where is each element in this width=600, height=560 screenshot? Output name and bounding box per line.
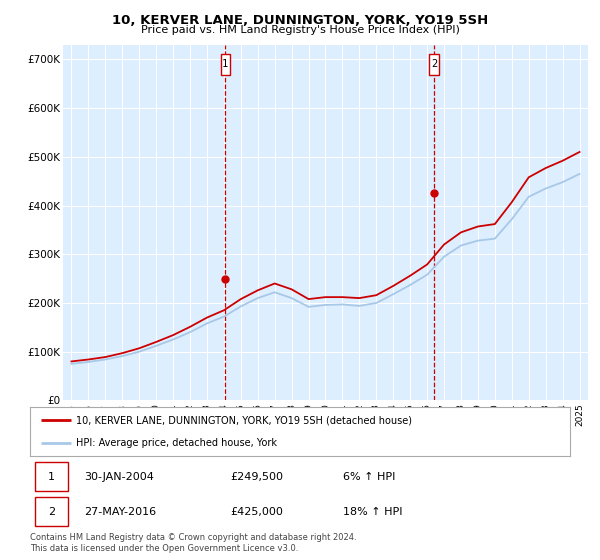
FancyBboxPatch shape bbox=[35, 462, 68, 492]
Text: 27-MAY-2016: 27-MAY-2016 bbox=[84, 507, 156, 517]
Text: Price paid vs. HM Land Registry's House Price Index (HPI): Price paid vs. HM Land Registry's House … bbox=[140, 25, 460, 35]
Text: 2: 2 bbox=[48, 507, 55, 517]
Text: Contains HM Land Registry data © Crown copyright and database right 2024.
This d: Contains HM Land Registry data © Crown c… bbox=[30, 533, 356, 553]
Text: £425,000: £425,000 bbox=[230, 507, 283, 517]
Text: 2: 2 bbox=[431, 59, 437, 69]
Text: 10, KERVER LANE, DUNNINGTON, YORK, YO19 5SH: 10, KERVER LANE, DUNNINGTON, YORK, YO19 … bbox=[112, 14, 488, 27]
Text: 10, KERVER LANE, DUNNINGTON, YORK, YO19 5SH (detached house): 10, KERVER LANE, DUNNINGTON, YORK, YO19 … bbox=[76, 416, 412, 426]
Text: 30-JAN-2004: 30-JAN-2004 bbox=[84, 472, 154, 482]
Text: 1: 1 bbox=[48, 472, 55, 482]
FancyBboxPatch shape bbox=[35, 497, 68, 526]
Text: 6% ↑ HPI: 6% ↑ HPI bbox=[343, 472, 395, 482]
FancyBboxPatch shape bbox=[221, 54, 230, 74]
Text: 18% ↑ HPI: 18% ↑ HPI bbox=[343, 507, 403, 517]
Text: 1: 1 bbox=[222, 59, 229, 69]
Text: HPI: Average price, detached house, York: HPI: Average price, detached house, York bbox=[76, 438, 277, 448]
Text: £249,500: £249,500 bbox=[230, 472, 283, 482]
FancyBboxPatch shape bbox=[430, 54, 439, 74]
